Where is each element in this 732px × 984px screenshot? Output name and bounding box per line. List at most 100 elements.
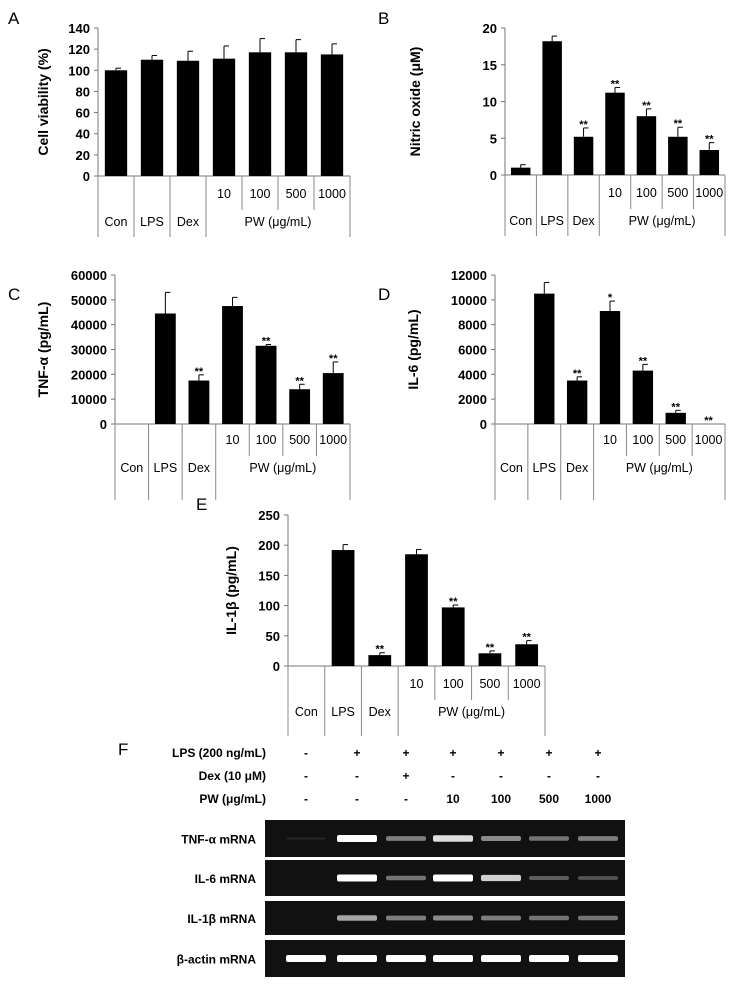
group-label: PW (μg/mL) [626,461,693,475]
significance-marker: ** [579,119,588,131]
y-tick-label: 20 [76,148,90,163]
bar-lps [542,41,562,176]
y-axis-label: Cell viability (%) [35,48,51,155]
y-tick-label: 20000 [71,367,107,382]
y-tick-label: 50000 [71,293,107,308]
category-label: Con [509,214,532,228]
y-tick-label: 40 [76,127,90,142]
bar-500 [284,52,308,176]
category-label: Con [500,461,523,475]
significance-marker: ** [376,644,385,656]
y-tick-label: 0 [273,659,280,674]
group-label: PW (μg/mL) [629,214,696,228]
treatment-value: + [402,769,409,783]
category-label: LPS [540,214,564,228]
gel-band [481,955,521,962]
y-tick-label: 150 [258,568,280,583]
gel-band [433,835,473,842]
gel-band [286,837,326,840]
significance-marker: ** [705,134,714,146]
gel-band [481,915,521,921]
treatment-value: 500 [539,792,559,806]
gel-band [529,836,569,841]
category-label: 100 [636,186,657,200]
category-label: 500 [479,677,500,691]
gel-band [386,836,426,841]
y-tick-label: 250 [258,508,280,523]
gel-band [433,955,473,962]
y-tick-label: 12000 [451,268,487,283]
group-label: PW (μg/mL) [245,215,312,229]
chart-panel-d: D 0 2000 4000 6000 8000 10000 12000 IL-6 (pg/mL)… [378,268,726,500]
bar-100 [255,345,277,424]
y-tick-label: 5 [490,131,497,146]
bar-lps [331,550,355,666]
category-label: 500 [286,187,307,201]
bar-con [104,70,128,176]
significance-marker: ** [329,353,338,365]
panel-letter: B [378,9,389,28]
gel-band [578,915,618,921]
category-label: LPS [331,705,355,719]
significance-marker: ** [671,401,680,413]
gel-band [386,875,426,881]
panel-letter: A [8,9,20,28]
category-label: 10 [608,186,622,200]
category-label: Dex [369,705,392,719]
bar-1000 [515,644,539,666]
y-axis-label: IL-1β (pg/mL) [223,546,239,635]
y-tick-label: 140 [68,21,90,36]
category-label: LPS [140,215,164,229]
gel-band [578,876,618,880]
band-label: IL-1β mRNA [187,912,256,926]
treatment-value: - [547,769,551,783]
group-label: PW (μg/mL) [249,461,316,475]
category-label: 100 [250,187,271,201]
category-label: 10 [226,433,240,447]
y-axis-label: TNF-α (pg/mL) [35,302,51,398]
bar-lps [140,59,164,176]
category-label: 500 [665,433,686,447]
category-label: 1000 [695,433,723,447]
y-tick-label: 200 [258,538,280,553]
bar-1000 [699,150,720,175]
y-tick-label: 0 [100,417,107,432]
y-tick-label: 0 [480,417,487,432]
category-label: 100 [256,433,277,447]
gel-band [433,915,473,921]
category-label: 1000 [318,187,346,201]
treatment-value: - [304,769,308,783]
band-label: β-actin mRNA [177,953,257,967]
gel-band [529,876,569,880]
bar-100 [248,52,272,176]
treatment-value: + [449,746,456,760]
treatment-value: + [594,746,601,760]
category-label: Dex [177,215,200,229]
category-label: 10 [217,187,231,201]
panel-letter: C [8,285,20,304]
bar-1000 [322,373,344,424]
gel-band [481,836,521,841]
significance-marker: ** [449,596,458,608]
y-tick-label: 100 [258,599,280,614]
y-tick-label: 0 [83,169,90,184]
y-tick-label: 2000 [458,392,487,407]
gel-band [433,874,473,882]
band-label: TNF-α mRNA [181,833,256,847]
treatment-value: + [497,746,504,760]
chart-panel-c: C 0 10000 20000 30000 40000 50000 60000 TNF-α (p… [8,268,351,500]
bar-dex [573,136,594,175]
gel-band [481,874,521,882]
significance-marker: ** [573,368,582,380]
category-label: Con [120,461,143,475]
significance-marker: ** [674,118,683,130]
significance-marker: ** [195,366,204,378]
bar-10 [222,306,243,424]
treatment-value: 1000 [585,792,612,806]
y-tick-label: 100 [68,63,90,78]
y-tick-label: 20 [483,21,497,36]
panel-letter: D [378,285,390,304]
y-tick-label: 60 [76,106,90,121]
